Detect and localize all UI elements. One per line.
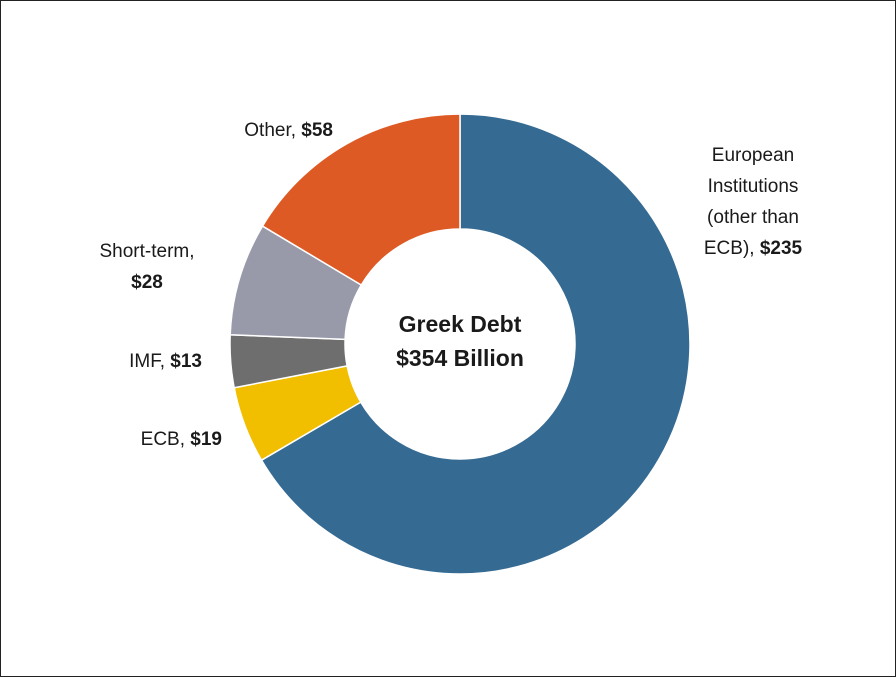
labels-group: European Institutions (other than ECB), $23… [99,120,802,450]
center-title: Greek Debt [399,311,522,337]
label-ecb: ECB, $19 [141,429,222,450]
donut-hole [345,229,575,459]
label-imf: IMF, $13 [129,351,202,372]
label-european-institutions-other-than-ecb: European Institutions (other than ECB), $23… [704,145,803,259]
label-other: Other, $58 [244,120,333,141]
center-total: $354 Billion [396,345,524,371]
label-short-term: Short-term, $28 [99,241,194,293]
slices-group [229,113,691,575]
